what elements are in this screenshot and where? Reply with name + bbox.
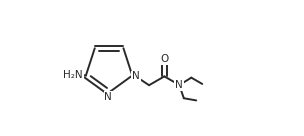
Text: O: O — [160, 54, 168, 64]
Text: H₂N: H₂N — [64, 70, 83, 80]
Text: N: N — [104, 92, 112, 102]
Text: N: N — [132, 71, 140, 81]
Text: N: N — [175, 80, 183, 90]
